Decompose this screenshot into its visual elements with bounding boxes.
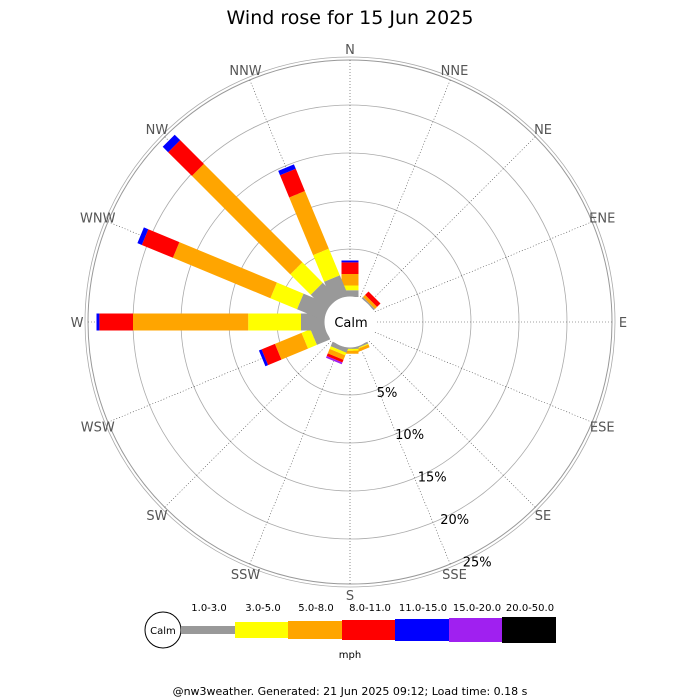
bar-w-bin-3 (99, 313, 133, 331)
bar-wnw-bin-1 (270, 282, 304, 310)
dir-label-w: W (71, 316, 84, 331)
chart-title: Wind rose for 15 Jun 2025 (227, 7, 474, 29)
bar-ne-bin-0 (361, 297, 375, 311)
bar-wsw-bin-1 (301, 329, 317, 349)
legend-swatch-3 (342, 620, 395, 640)
bar-wnw-bin-4 (137, 227, 149, 245)
ring-label-15: 15% (418, 471, 447, 486)
dir-label-se: SE (535, 509, 551, 524)
bar-nw-bin-0 (310, 282, 339, 311)
spoke-nne (349, 79, 451, 323)
direction-labels: N NNE NE ENE E ESE SE SSE S SSW SW WSW W WNW NW NNW (71, 43, 628, 604)
bar-w-bin-1 (248, 313, 301, 331)
bar-nnw-bin-0 (324, 275, 349, 303)
legend-swatch-6 (502, 617, 556, 643)
dir-label-sw: SW (146, 509, 167, 524)
calm-circle (324, 296, 376, 348)
bar-nnw-bin-2 (289, 191, 329, 256)
bar-ssw-bin-3 (326, 353, 344, 363)
legend-swatch-4 (395, 619, 449, 641)
bar-w-bin-4 (96, 313, 100, 331)
dir-label-nw: NW (146, 123, 169, 138)
bar-n-bin-4 (341, 260, 359, 263)
bar-nw-bin-1 (290, 262, 323, 295)
bar-n-bin-3 (341, 262, 359, 274)
legend-unit: mph (339, 650, 361, 661)
speed-legend: Calm 1.0-3.0 3.0-5.0 5.0-8.0 8.0-11.0 11.0-1… (144, 603, 556, 661)
bar-nnw-bin-1 (313, 248, 340, 282)
bar-n-bin-1 (341, 285, 359, 291)
bar-wsw-bin-2 (274, 332, 308, 360)
bar-wnw-bin-2 (172, 242, 277, 299)
dir-label-ssw: SSW (231, 568, 261, 583)
bar-ne-bin-2 (363, 294, 378, 309)
spoke-ese (349, 321, 593, 423)
bar-ne-bin-3 (365, 291, 381, 307)
bar-n-bin-2 (341, 274, 359, 286)
legend-swatch-0 (181, 626, 235, 634)
bar-nw-bin-3 (168, 140, 204, 176)
bar-w-bin-2 (133, 313, 249, 331)
ring-label-20: 20% (440, 513, 469, 528)
ring-label-10: 10% (395, 428, 424, 443)
ring-label-25: 25% (463, 555, 492, 570)
legend-label-5: 15.0-20.0 (453, 603, 501, 614)
legend-label-4: 11.0-15.0 (399, 603, 447, 614)
bar-nw-bin-4 (162, 134, 181, 153)
calm-label: Calm (334, 316, 367, 331)
dir-label-wnw: WNW (80, 212, 116, 227)
legend-swatch-1 (235, 622, 288, 638)
legend-label-3: 8.0-11.0 (349, 603, 391, 614)
dir-label-n: N (345, 43, 355, 58)
bar-wsw-bin-4 (258, 349, 269, 367)
ring-25 (84, 56, 616, 588)
legend-swatch-2 (288, 621, 342, 639)
bar-ssw-bin-0 (330, 341, 349, 353)
legend-swatch-5 (449, 618, 502, 642)
bar-nw-bin-2 (191, 163, 303, 275)
dir-label-nnw: NNW (229, 64, 261, 79)
wind-bars (96, 134, 381, 367)
dir-label-nne: NNE (441, 64, 469, 79)
dir-label-wsw: WSW (81, 420, 115, 435)
bar-ssw-bin-1 (329, 346, 347, 356)
spoke-sw (164, 321, 351, 508)
legend-swatches: 1.0-3.0 3.0-5.0 5.0-8.0 8.0-11.0 11.0-15.0 15… (181, 603, 556, 643)
bar-nnw-bin-4 (278, 164, 296, 176)
legend-label-0: 1.0-3.0 (191, 603, 226, 614)
bar-ssw-bin-5 (326, 356, 343, 365)
legend-label-2: 5.0-8.0 (298, 603, 333, 614)
ring-label-5: 5% (377, 386, 398, 401)
spoke-ne (349, 136, 536, 323)
footer-text: @nw3weather. Generated: 21 Jun 2025 09:1… (173, 685, 528, 698)
dir-label-sse: SSE (442, 568, 467, 583)
bar-wnw-bin-0 (297, 293, 331, 321)
legend-label-6: 20.0-50.0 (506, 603, 554, 614)
dir-label-e: E (619, 316, 627, 331)
dir-label-ne: NE (534, 123, 552, 138)
dir-label-ene: ENE (589, 212, 615, 227)
spoke-ene (349, 221, 593, 323)
bar-nnw-bin-3 (280, 168, 305, 198)
dir-label-ese: ESE (590, 420, 615, 435)
bar-ssw-bin-2 (327, 348, 346, 360)
bar-wsw-bin-3 (261, 343, 282, 366)
dir-label-s: S (346, 589, 354, 604)
bar-wnw-bin-3 (141, 229, 180, 258)
legend-label-1: 3.0-5.0 (245, 603, 280, 614)
legend-calm-label: Calm (150, 626, 176, 637)
ring-labels: 5% 10% 15% 20% 25% (377, 386, 492, 571)
